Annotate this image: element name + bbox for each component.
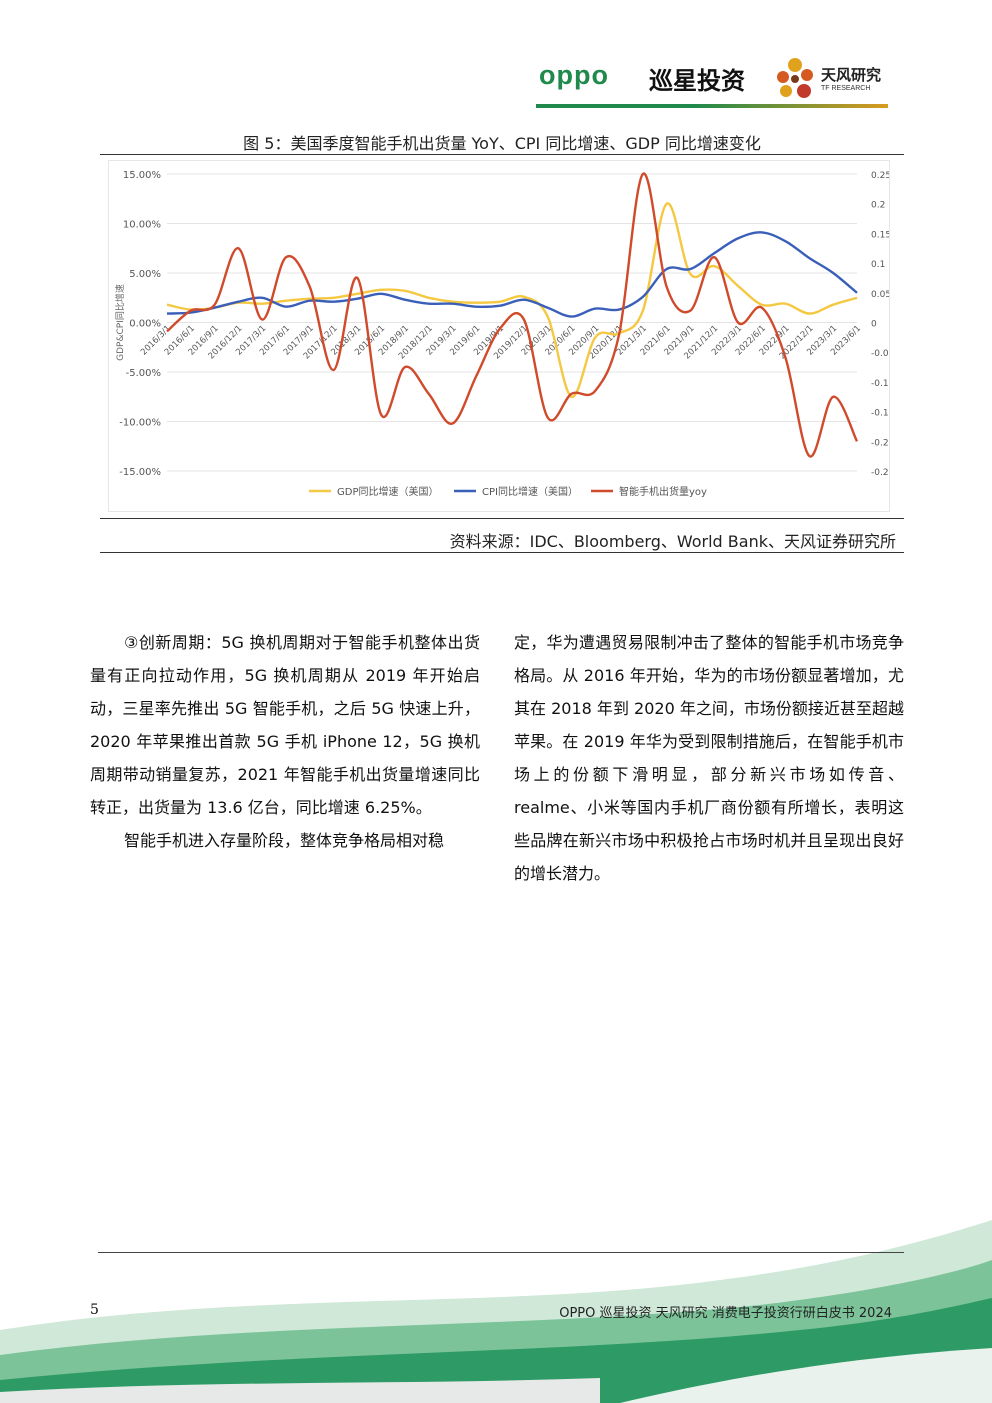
right-tick-label: 0.15 xyxy=(871,230,889,240)
line-chart: 15.00% 10.00% 5.00% 0.00% -5.00% -10.00% -15.0… xyxy=(114,170,889,498)
right-tick-label: -0.15 xyxy=(871,409,889,419)
left-tick-label: 5.00% xyxy=(129,269,161,280)
right-tick-label: 0.1 xyxy=(871,260,885,270)
paragraph: 定，华为遭遇贸易限制冲击了整体的智能手机市场竞争格局。从 2016 年开始，华为… xyxy=(514,633,904,883)
page-number: 5 xyxy=(90,1302,99,1318)
legend-label: GDP同比增速（美国） xyxy=(337,485,438,498)
footer-text: OPPO 巡星投资 天风研究 消费电子投资行研白皮书 2024 xyxy=(559,1306,892,1321)
right-tick-label: -0.2 xyxy=(871,438,889,448)
left-tick-label: -10.00% xyxy=(119,418,161,429)
tf-research-en: TF RESEARCH xyxy=(821,85,871,92)
series-line-1 xyxy=(166,202,858,399)
left-tick-label: 15.00% xyxy=(123,170,161,181)
right-tick-label: 0.25 xyxy=(871,171,889,181)
tf-flower-logo-icon xyxy=(777,58,813,98)
paragraph: ③创新周期：5G 换机周期对于智能手机整体出货量有正向拉动作用，5G 换机周期从… xyxy=(90,633,480,817)
left-tick-label: 10.00% xyxy=(123,220,161,231)
left-tick-label: -5.00% xyxy=(126,368,161,379)
body-column-right: 定，华为遭遇贸易限制冲击了整体的智能手机市场竞争格局。从 2016 年开始，华为… xyxy=(514,626,904,890)
paragraph: 智能手机进入存量阶段，整体竞争格局相对稳 xyxy=(124,831,445,850)
right-tick-label: 0.2 xyxy=(871,201,885,211)
tf-research-logo: 天风研究 xyxy=(821,66,882,84)
legend-label: CPI同比增速（美国） xyxy=(482,485,578,498)
right-tick-label: -0.05 xyxy=(871,349,889,359)
series-line-2 xyxy=(166,231,858,318)
page-header: oppo 巡星投资 天风研究 TF RESEARCH xyxy=(536,52,888,112)
right-tick-label: 0 xyxy=(871,320,877,330)
oppo-logo: oppo xyxy=(539,60,609,90)
left-tick-label: 0.00% xyxy=(129,319,161,330)
header-rule xyxy=(536,104,888,108)
figure-top-rule xyxy=(100,154,904,155)
right-tick-label: -0.25 xyxy=(871,468,889,478)
footer-wave-decoration xyxy=(0,1220,992,1403)
figure-title: 图 5：美国季度智能手机出货量 YoY、CPI 同比增速、GDP 同比增速变化 xyxy=(243,134,761,153)
right-tick-label: -0.1 xyxy=(871,379,889,389)
left-tick-label: -15.00% xyxy=(119,467,161,478)
xunxing-logo: 巡星投资 xyxy=(649,67,745,95)
legend-label: 智能手机出货量yoy xyxy=(619,485,707,498)
chart-container: 15.00% 10.00% 5.00% 0.00% -5.00% -10.00% -15.0… xyxy=(108,160,890,512)
body-column-left: ③创新周期：5G 换机周期对于智能手机整体出货量有正向拉动作用，5G 换机周期从… xyxy=(90,626,480,857)
footer-rule xyxy=(98,1252,904,1253)
figure-source: 资料来源：IDC、Bloomberg、World Bank、天风证券研究所 xyxy=(449,532,896,551)
right-tick-label: 0.05 xyxy=(871,290,889,300)
series-line-3 xyxy=(166,172,859,458)
figure-bottom-rule xyxy=(100,552,904,553)
left-axis-title: GDP&CPI同比增速 xyxy=(114,284,126,361)
figure-source-rule xyxy=(100,518,904,519)
